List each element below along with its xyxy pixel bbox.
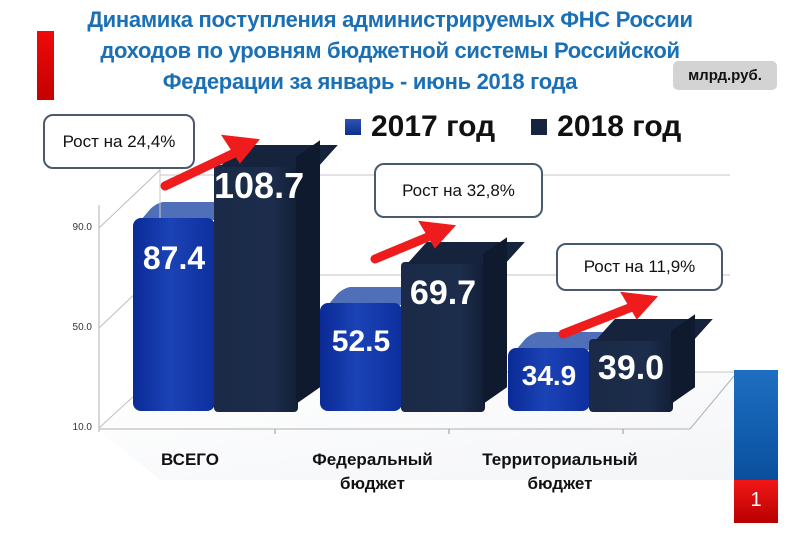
bar-top-face xyxy=(407,242,525,264)
bar-value: 39.0 xyxy=(597,349,665,387)
slide-number: 1 xyxy=(734,480,778,523)
bar-side-face xyxy=(671,314,695,404)
category-label-territorial: Территориальный бюджет xyxy=(482,450,638,493)
y-tick-10: 10.0 xyxy=(72,422,92,433)
chart-title: Динамика поступления администрируемых ФН… xyxy=(80,4,700,97)
legend: 2017 год 2018 год xyxy=(345,110,717,144)
bar-value: 52.5 xyxy=(331,325,391,358)
y-tick-50: 50.0 xyxy=(72,322,92,333)
unit-badge: млрд.руб. xyxy=(673,61,777,90)
legend-item-2017: 2017 год xyxy=(345,110,495,144)
legend-swatch-2017 xyxy=(345,119,361,135)
bar-top-face xyxy=(220,145,338,167)
category-label-federal: Федеральный бюджет xyxy=(312,450,433,493)
growth-callout-territorial: Рост на 11,9% xyxy=(556,243,723,291)
accent-red-bar xyxy=(37,31,54,100)
bar-value: 69.7 xyxy=(409,274,477,312)
legend-item-2018: 2018 год xyxy=(531,110,681,144)
accent-blue-strip xyxy=(734,370,778,480)
bar-territorial-2017: 34.9 xyxy=(508,348,590,411)
bar-federal-2017: 52.5 xyxy=(320,303,402,411)
growth-callout-federal: Рост на 32,8% xyxy=(374,163,543,218)
bar-side-face xyxy=(483,237,507,404)
bar-value: 34.9 xyxy=(521,360,577,391)
bar-federal-2018: 69.7 xyxy=(401,237,525,412)
bar-territorial-2018: 39.0 xyxy=(589,314,713,412)
y-tick-90: 90.0 xyxy=(72,222,92,233)
category-label-total: ВСЕГО xyxy=(161,450,219,469)
growth-callout-total: Рост на 24,4% xyxy=(43,114,195,169)
title-line-2: доходов по уровням бюджетной системы Рос… xyxy=(100,38,680,63)
legend-label-2018: 2018 год xyxy=(557,110,682,143)
title-line-3: Федерации за январь - июнь 2018 года xyxy=(162,69,578,94)
bar-value: 108.7 xyxy=(214,165,305,206)
bar-total-2017: 87.4 xyxy=(133,218,215,411)
bar-value: 87.4 xyxy=(142,240,206,276)
title-line-1: Динамика поступления администрируемых ФН… xyxy=(87,7,693,32)
bar-top-face xyxy=(595,319,713,341)
legend-swatch-2018 xyxy=(531,119,548,135)
legend-label-2017: 2017 год xyxy=(371,110,496,143)
bar-total-2018: 108.7 xyxy=(214,140,338,412)
